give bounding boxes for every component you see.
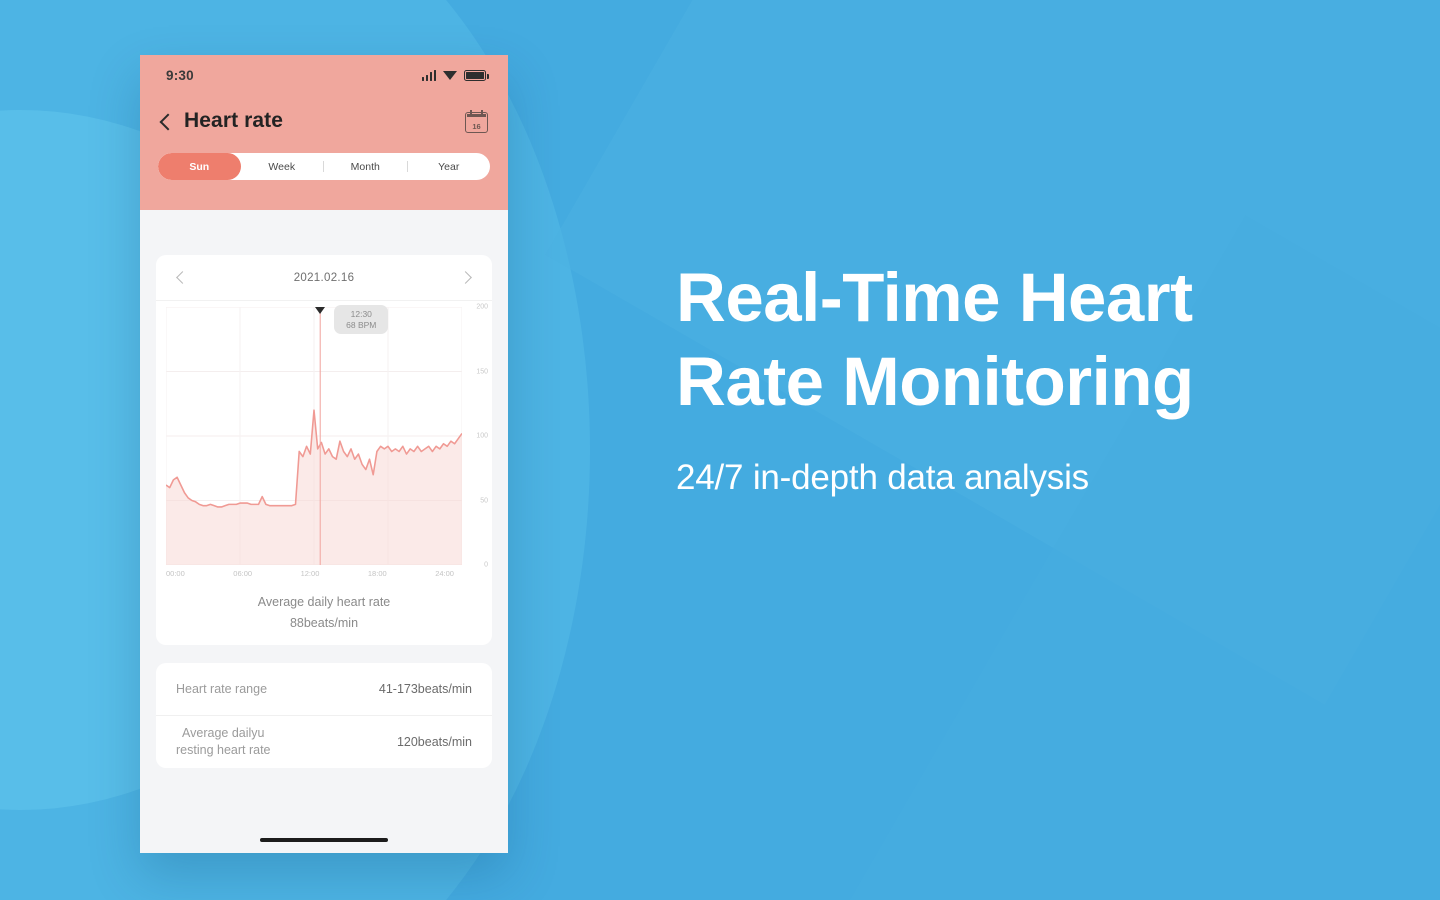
chart-y-axis: 200 150 100 50 0 [464,303,490,569]
date-navigator: 2021.02.16 [156,255,492,301]
chart-svg [166,307,462,565]
chart-summary: Average daily heart rate 88beats/min [156,592,492,635]
summary-label: Average daily heart rate [257,595,391,609]
chart-tooltip: 12:30 68 BPM [334,305,389,335]
hero-title-line-2: Rate Monitoring [676,343,1194,421]
period-tabs-wrapper: Sun Week Month Year [140,147,508,210]
status-bar: 9:30 [140,55,508,95]
stat-label: Average dailyu resting heart rate [176,725,271,757]
prev-date-icon[interactable] [176,271,189,284]
nav-bar: Heart rate 16 [140,95,508,147]
chevron-left-icon[interactable] [159,113,177,130]
tab-divider-1 [323,161,324,172]
chart-y-tick: 0 [484,561,488,569]
signal-icon [421,69,436,81]
status-bar-icons [421,69,489,81]
tab-sun[interactable]: Sun [158,153,241,180]
chart-y-tick: 50 [480,497,488,504]
chart-x-tick: 00:00 [166,569,185,578]
chart-x-axis: 00:00 06:00 12:00 18:00 24:00 [166,569,454,578]
summary-value: 88beats/min [289,616,359,631]
hero-title-line-1: Real-Time Heart [676,259,1193,336]
home-indicator[interactable] [260,837,388,842]
hero-copy: Real-Time Heart Rate Monitoring 24/7 in-… [676,256,1376,498]
chart-x-tick: 12:00 [300,569,320,578]
calendar-day-label: 16 [472,122,481,131]
tab-divider-2 [406,161,408,172]
wifi-icon [443,70,457,81]
page-title: Heart rate [184,109,284,132]
chart-y-tick: 150 [476,368,488,375]
tooltip-time: 12:30 [350,309,372,319]
stats-card: Heart rate range 41-173beats/min Average… [156,663,492,768]
phone-header: 9:30 Heart rate 16 [140,55,508,210]
period-tabs[interactable]: Sun Week Month Year [158,153,490,180]
tab-month[interactable]: Month [350,160,380,173]
stat-row-resting-heart-rate: Average dailyu resting heart rate 120beat… [156,715,492,767]
calendar-icon[interactable]: 16 [465,109,488,133]
chart-y-tick: 100 [476,432,488,440]
phone-mockup: 9:30 Heart rate 16 [140,55,508,853]
chart-marker-icon [315,307,326,314]
chart-x-tick: 06:00 [233,569,253,578]
tooltip-value: 68 BPM [346,319,377,330]
stat-value: 120beats/min [396,734,472,749]
battery-icon [464,69,489,81]
current-date-label: 2021.02.16 [293,271,355,284]
stat-row-heart-rate-range: Heart rate range 41-173beats/min [156,663,492,715]
stat-label: Heart rate range [176,681,268,696]
hero-subtitle: 24/7 in-depth data analysis [676,458,1089,498]
nav-left-group: Heart rate [159,109,284,133]
chart-card: 2021.02.16 200 150 100 50 0 12:30 68 BPM 00:… [156,255,492,645]
chart-x-tick: 24:00 [435,569,454,578]
chart-x-tick: 18:00 [367,569,387,578]
next-date-icon[interactable] [459,271,472,284]
status-bar-time: 9:30 [166,67,194,83]
stat-value: 41-173beats/min [378,682,472,696]
heart-rate-chart[interactable]: 200 150 100 50 0 12:30 68 BPM [166,304,488,569]
tab-year[interactable]: Year [438,160,460,173]
chart-y-tick: 200 [476,303,488,311]
tab-week[interactable]: Week [268,160,296,173]
